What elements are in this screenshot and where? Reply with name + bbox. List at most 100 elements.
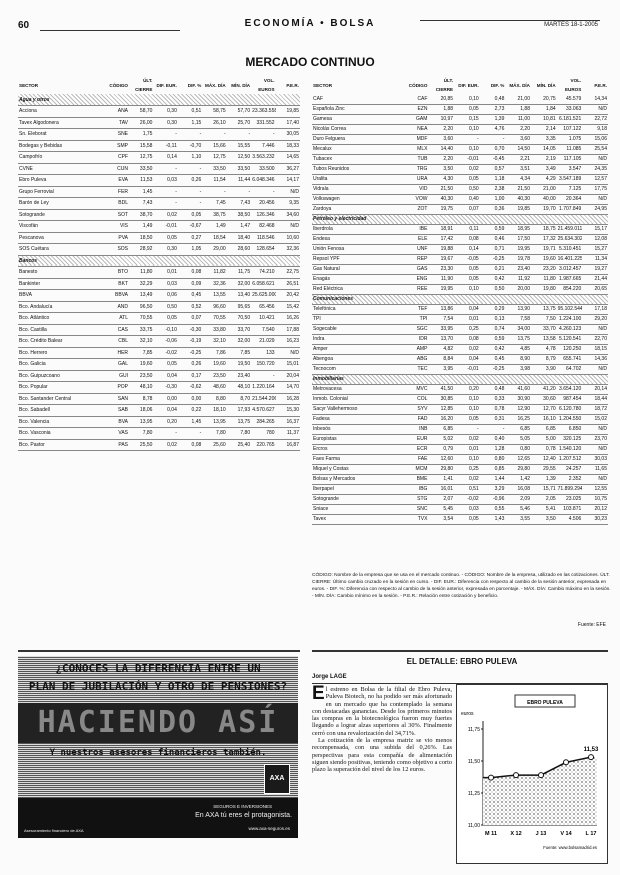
table-cell: 103.871 <box>556 504 583 515</box>
table-cell: Volkswagen <box>312 194 403 205</box>
table-cell: 3,51 <box>505 164 531 175</box>
table-cell: - <box>226 186 252 198</box>
table-cell: 2,05 <box>531 494 557 505</box>
table-cell: 9,18 <box>582 124 608 135</box>
table-cell: 25.625.000 <box>251 289 276 302</box>
table-cell: 71.899.294 <box>556 484 583 495</box>
table-cell: Uralita <box>312 174 403 185</box>
table-cell: 2,07 <box>428 494 455 505</box>
table-row: Enagás ENG 11,90 0,05 0,42 11,92 11,80 1.987.66… <box>312 274 608 285</box>
table-cell: 7,80 <box>129 427 154 440</box>
table-cell: 0,85 <box>479 464 506 475</box>
table-cell: 0,42 <box>479 274 506 285</box>
table-cell: 41,50 <box>428 384 455 395</box>
table-cell: 18,95 <box>505 224 531 235</box>
table-cell: BDL <box>104 197 130 210</box>
table-cell: Bolsas y Mercados <box>312 474 403 485</box>
table-cell: 1,49 <box>129 220 154 233</box>
table-cell: 2,20 <box>428 154 455 165</box>
table-cell: Iberpapel <box>312 484 403 495</box>
table-cell: 5,41 <box>531 504 557 515</box>
y-tick-label: 11,75 <box>468 727 480 733</box>
table-cell: BBVA <box>104 289 130 302</box>
table-cell: 20,85 <box>428 94 455 105</box>
table-cell: 11,54 <box>202 174 227 187</box>
table-cell: 0,10 <box>454 394 480 405</box>
table-cell: 25,70 <box>226 117 252 129</box>
table-cell: CPF <box>104 151 130 164</box>
table-cell: 0,30 <box>153 117 178 129</box>
table-cell: 5.120.541 <box>556 334 583 345</box>
table-cell: MVC <box>402 384 429 395</box>
table-cell: 19,95 <box>505 244 531 255</box>
table-cell: 21,44 <box>582 274 608 285</box>
table-cell: BME <box>402 474 429 485</box>
table-cell: Bodegas y Bebidas <box>18 140 105 152</box>
table-cell: 0,55 <box>479 504 506 515</box>
sector-row: Comunicaciones <box>312 294 608 305</box>
table-cell: 18,91 <box>428 224 455 235</box>
table-cell: 6.181.521 <box>556 114 583 125</box>
table-cell: 14,05 <box>531 144 557 155</box>
table-cell: 0,02 <box>454 434 480 445</box>
table-cell: 6,85 <box>505 424 531 435</box>
table-cell: 7,50 <box>531 314 557 325</box>
table-cell: Campofrío <box>18 151 105 164</box>
table-cell: 1,05 <box>177 243 203 256</box>
table-cell: 10.421 <box>251 312 276 325</box>
column-header: MÁX. DÍA <box>205 82 226 88</box>
table-cell: 21,00 <box>531 184 557 195</box>
sector-label: Agua y otros <box>18 94 300 106</box>
table-cell: Bco. Castilla <box>18 324 105 336</box>
table-row: Bolsas y Mercados BME 1,41 0,02 1,44 1,42 1,39… <box>312 474 608 485</box>
table-cell: SNE <box>104 128 130 141</box>
table-row: Inmob. Colonial COL 30,85 0,10 0,33 30,90 30,6… <box>312 394 608 405</box>
table-cell: 6,85 <box>428 424 455 435</box>
table-cell: TEF <box>402 304 429 315</box>
table-cell: 0,11 <box>454 224 480 235</box>
table-cell: 3.012.457 <box>556 264 583 275</box>
column-header: MÁX. DÍA <box>509 82 530 88</box>
table-cell: 12,90 <box>505 404 531 415</box>
table-cell: 3,55 <box>505 514 531 525</box>
table-cell: 13,95 <box>202 416 227 428</box>
table-cell: 2,73 <box>479 104 506 115</box>
table-cell: 24,95 <box>582 204 608 215</box>
page-number: 60 <box>18 20 30 31</box>
table-row: Bodegas y Bebidas SMP 15,58 -0,11 -0,70 15,66… <box>18 140 300 152</box>
table-cell: 1,88 <box>428 104 455 115</box>
table-cell: 0,13 <box>479 314 506 325</box>
table-cell: - <box>479 134 506 145</box>
table-cell: Bco. Valencia <box>18 416 105 428</box>
table-cell: 6.120.780 <box>556 404 583 415</box>
table-cell: -0,62 <box>177 381 203 394</box>
left-market-table: SECTOR CÓDIGO ÚLT. CIERRE DIF. EUR. DIF. % MÁ… <box>18 76 300 451</box>
ad-headline-2: PLAN DE JUBILACIÓN Y OTRO DE PENSIONES? <box>28 680 288 693</box>
chart-svg: EBRO PULEVA euros 11,00 11,25 11,50 11,75 M 11… <box>461 694 599 850</box>
table-cell: 0,57 <box>479 164 506 175</box>
table-cell: 15,42 <box>275 301 300 313</box>
table-cell: 0,10 <box>454 144 480 155</box>
table-cell: 16,26 <box>275 312 300 325</box>
table-cell: 57,70 <box>226 105 252 118</box>
column-header: MÍN. DÍA <box>536 82 556 88</box>
table-cell: 1,41 <box>428 474 455 485</box>
table-cell: Ebro Puleva <box>18 174 105 187</box>
table-row: Tavex TVX 3,54 0,05 1,43 3,55 3,50 4.506 30,23 <box>312 514 608 525</box>
table-cell: 13,75 <box>505 334 531 345</box>
table-cell: -0,19 <box>177 335 203 348</box>
table-cell: N/D <box>582 104 608 115</box>
table-cell: Bco. Herrero <box>18 347 105 359</box>
table-cell: TVX <box>402 514 429 525</box>
sector-row: Agua y otros <box>18 94 300 106</box>
table-cell: 29,00 <box>202 243 227 256</box>
table-cell: 8,79 <box>531 354 557 365</box>
ad-subline: Y nuestros asesores financieros también. <box>49 748 267 758</box>
table-cell: 20,75 <box>531 94 557 105</box>
divider <box>18 650 300 652</box>
table-cell: N/D <box>582 444 608 455</box>
column-header: DIF. EUR. <box>156 82 177 88</box>
ad-url[interactable]: www.axa-seguros.es <box>248 826 290 831</box>
table-cell: 40,00 <box>531 194 557 205</box>
table-cell: CAF <box>312 94 403 105</box>
